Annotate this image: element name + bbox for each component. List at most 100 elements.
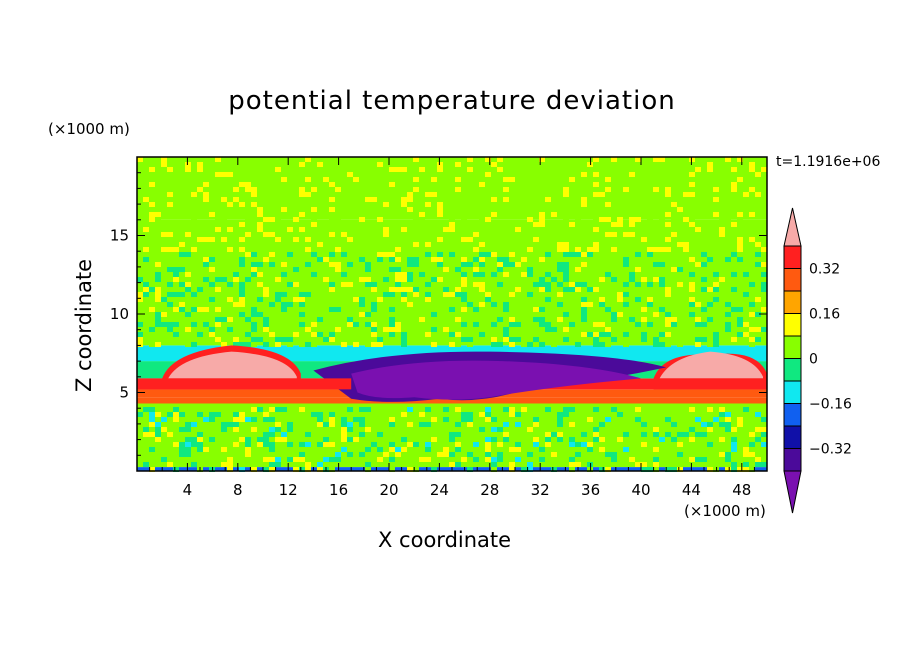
noise-cell [689, 167, 695, 172]
noise-cell [239, 207, 245, 212]
noise-cell [695, 312, 701, 317]
noise-cell [251, 307, 257, 312]
noise-cell [497, 157, 503, 162]
noise-cell [683, 267, 689, 272]
noise-cell [341, 282, 347, 287]
noise-cell [317, 462, 323, 467]
noise-cell [731, 167, 737, 172]
noise-cell [281, 432, 287, 437]
noise-cell [473, 227, 479, 232]
noise-cell [521, 467, 527, 472]
noise-cell [629, 227, 635, 232]
noise-cell [635, 272, 641, 277]
noise-cell [467, 337, 473, 342]
noise-cell [749, 227, 755, 232]
noise-cell [605, 182, 611, 187]
noise-cell [347, 422, 353, 427]
noise-cell [233, 417, 239, 422]
noise-cell [389, 447, 395, 452]
noise-cell [239, 437, 245, 442]
noise-cell [497, 282, 503, 287]
noise-cell [155, 432, 161, 437]
noise-cell [707, 467, 713, 472]
noise-cell [533, 167, 539, 172]
noise-cell [671, 447, 677, 452]
noise-cell [467, 307, 473, 312]
noise-cell [479, 437, 485, 442]
noise-cell [557, 412, 563, 417]
noise-cell [263, 202, 269, 207]
noise-cell [251, 257, 257, 262]
noise-cell [371, 327, 377, 332]
noise-cell [647, 297, 653, 302]
noise-cell [521, 432, 527, 437]
noise-cell [419, 172, 425, 177]
noise-cell [197, 307, 203, 312]
noise-cell [479, 247, 485, 252]
noise-cell [641, 412, 647, 417]
noise-cell [383, 187, 389, 192]
noise-cell [467, 342, 473, 347]
noise-cell [323, 227, 329, 232]
noise-cell [185, 287, 191, 292]
noise-cell [659, 292, 665, 297]
noise-cell [683, 287, 689, 292]
noise-cell [551, 257, 557, 262]
noise-cell [161, 427, 167, 432]
noise-cell [245, 332, 251, 337]
noise-cell [545, 177, 551, 182]
noise-cell [341, 312, 347, 317]
noise-cell [149, 327, 155, 332]
noise-cell [143, 282, 149, 287]
noise-cell [671, 217, 677, 222]
noise-cell [209, 327, 215, 332]
noise-cell [755, 457, 761, 462]
noise-cell [599, 287, 605, 292]
noise-cell [755, 252, 761, 257]
noise-cell [287, 457, 293, 462]
noise-cell [311, 217, 317, 222]
noise-cell [227, 317, 233, 322]
noise-cell [461, 307, 467, 312]
noise-cell [623, 342, 629, 347]
noise-cell [485, 287, 491, 292]
noise-cell [665, 212, 671, 217]
noise-cell [425, 407, 431, 412]
noise-cell [335, 272, 341, 277]
noise-cell [593, 302, 599, 307]
noise-cell [749, 342, 755, 347]
noise-cell [635, 267, 641, 272]
noise-cell [617, 312, 623, 317]
noise-cell [191, 437, 197, 442]
noise-cell [167, 167, 173, 172]
noise-cell [467, 452, 473, 457]
noise-cell [437, 277, 443, 282]
noise-cell [593, 242, 599, 247]
noise-cell [371, 182, 377, 187]
noise-cell [599, 342, 605, 347]
noise-cell [239, 237, 245, 242]
noise-cell [701, 322, 707, 327]
noise-cell [173, 467, 179, 472]
noise-cell [755, 327, 761, 332]
noise-cell [305, 202, 311, 207]
noise-cell [731, 337, 737, 342]
noise-cell [395, 222, 401, 227]
noise-cell [593, 227, 599, 232]
noise-cell [701, 337, 707, 342]
noise-cell [617, 437, 623, 442]
noise-cell [389, 422, 395, 427]
noise-cell [281, 292, 287, 297]
noise-cell [611, 452, 617, 457]
noise-cell [347, 177, 353, 182]
noise-cell [413, 287, 419, 292]
noise-cell [329, 322, 335, 327]
noise-cell [677, 287, 683, 292]
noise-cell [443, 252, 449, 257]
noise-cell [155, 262, 161, 267]
noise-cell [197, 432, 203, 437]
noise-cell [731, 197, 737, 202]
noise-cell [743, 227, 749, 232]
noise-cell [707, 277, 713, 282]
noise-cell [413, 312, 419, 317]
